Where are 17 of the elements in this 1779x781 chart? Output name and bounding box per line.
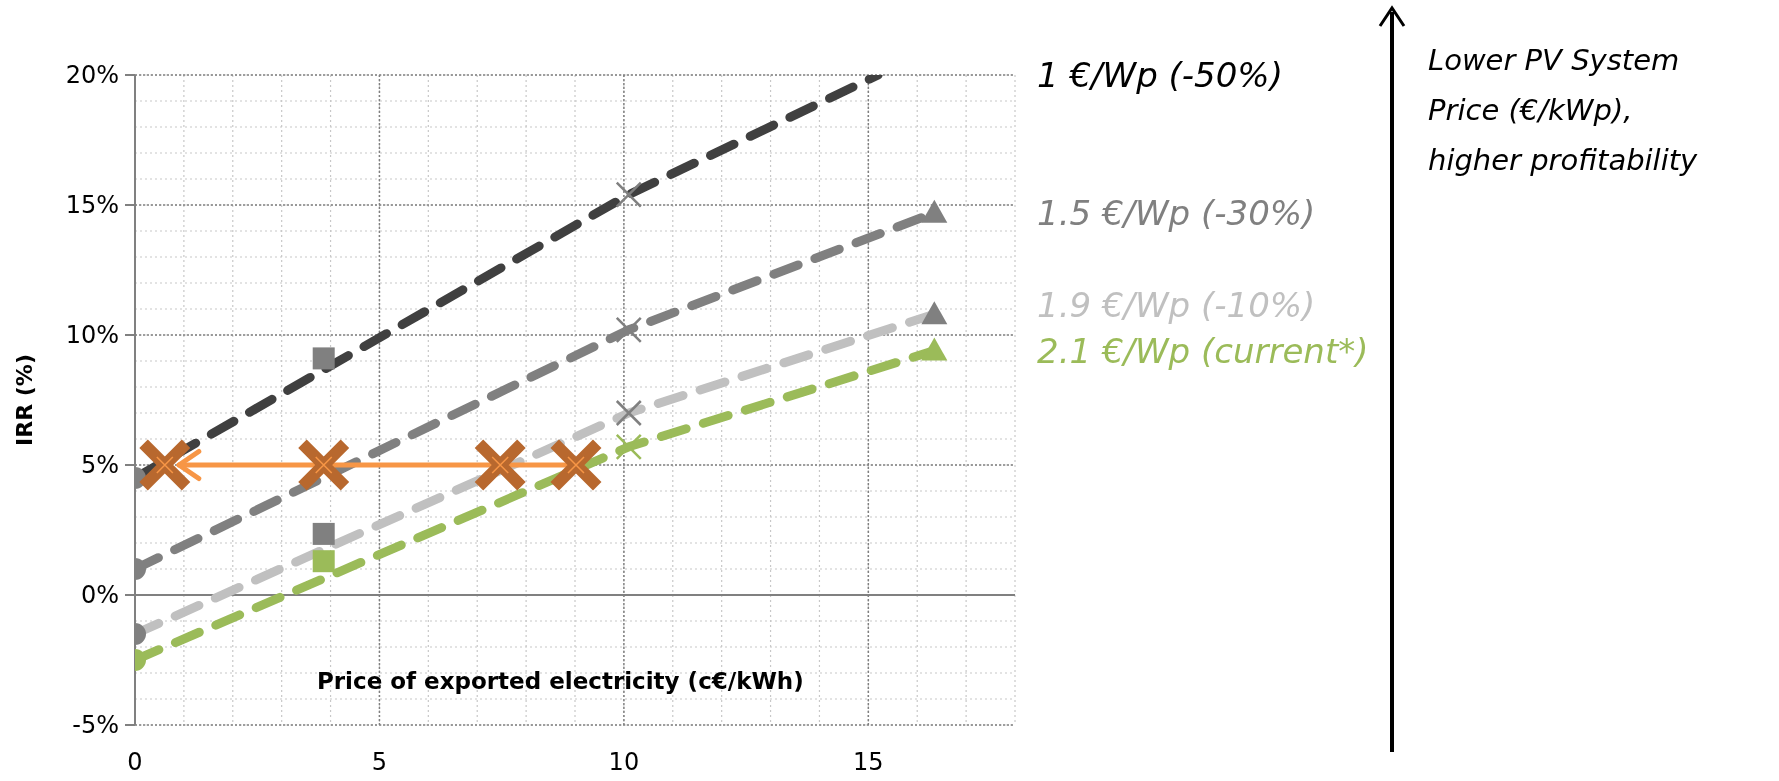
text: 1.9 €/Wp (-10%) [1037, 284, 1316, 325]
text: 1 €/Wp (-50%) [1037, 54, 1283, 95]
text: 2.1 €/Wp (current*) [1037, 330, 1369, 371]
y-tick-label: 0% [80, 581, 119, 610]
y-axis-title: IRR (%) [12, 354, 37, 446]
y-tick-label: 15% [65, 191, 119, 220]
text: Lower PV System Price (€/kWp), higher profitability [1428, 43, 1699, 177]
y-tick-label: 10% [65, 321, 119, 350]
x-tick-label: 5 [371, 748, 388, 776]
y-tick-label: -5% [72, 711, 119, 740]
text: 1.5 €/Wp (-30%) [1037, 192, 1316, 233]
x-tick-label: 15 [853, 748, 884, 776]
x-tick-label: 10 [608, 748, 640, 776]
x-axis-title: Price of exported electricity (c€/kWh) [316, 667, 804, 694]
y-tick-label: 20% [65, 61, 119, 90]
x-tick-label: 0 [127, 748, 143, 776]
y-tick-label: 5% [80, 451, 119, 480]
